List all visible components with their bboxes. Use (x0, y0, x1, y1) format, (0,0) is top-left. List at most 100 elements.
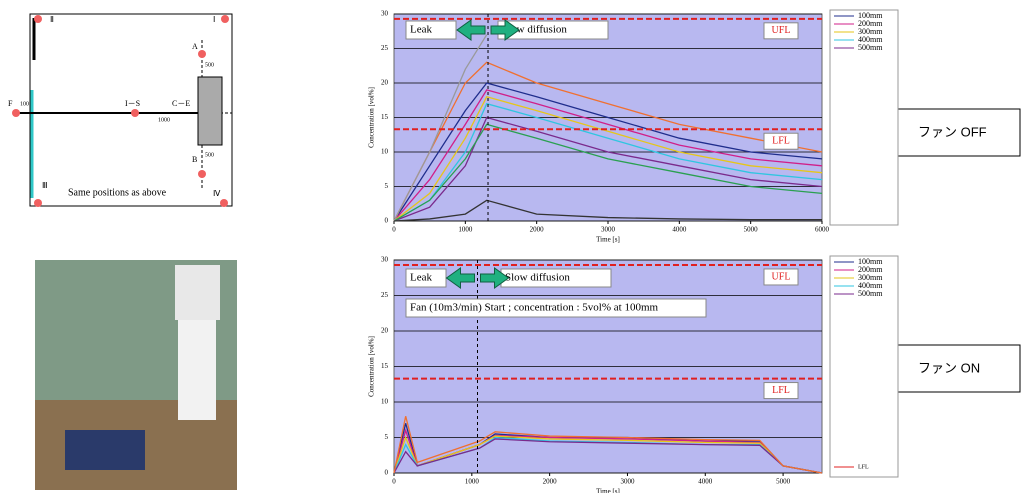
x-axis-label: Time [s] (596, 236, 620, 244)
diagram: Ⅱ Ⅰ A 500 F 100 I－S C－E 1000 B 500 Ⅲ Ⅳ S… (8, 13, 233, 207)
reference-label: UFL (772, 271, 791, 282)
equipment (65, 430, 145, 470)
label: Same positions as above (68, 187, 167, 198)
y-tick-label: 10 (381, 398, 389, 406)
legend-label: 100mm (858, 257, 883, 266)
series-line (393, 89, 823, 222)
annotation: Leak (410, 272, 432, 284)
label: A (192, 42, 198, 51)
x-tick-label: 1000 (465, 478, 480, 486)
series-line (393, 199, 822, 222)
device (197, 76, 223, 146)
y-tick-label: 5 (385, 433, 389, 441)
legend-label: 400mm (858, 281, 883, 290)
label: Ⅳ (213, 189, 221, 198)
reference-label-box (763, 382, 799, 400)
label: Ⅱ (50, 15, 54, 24)
legend-label: 300mm (858, 273, 883, 282)
reference-label: UFL (772, 25, 791, 36)
annotation: Leak (410, 24, 432, 36)
annotation-box (405, 298, 707, 318)
y-tick-label: 20 (381, 327, 389, 335)
legend-label: 200mm (858, 265, 883, 274)
x-tick-label: 6000 (815, 226, 830, 234)
side-label: ファン ON (918, 360, 980, 375)
series-line (393, 34, 488, 222)
reference-label-box (763, 132, 799, 150)
label: 100 (20, 101, 29, 107)
x-tick-label: 5000 (776, 478, 791, 486)
label: F (8, 99, 13, 108)
series-line (393, 435, 823, 474)
reference-label: LFL (772, 136, 790, 147)
label-box (892, 344, 1021, 393)
legend (829, 9, 899, 226)
x-tick-label: 0 (392, 478, 396, 486)
label: 500 (205, 62, 214, 68)
label: 1000 (158, 117, 170, 123)
y-tick-label: 15 (381, 113, 389, 121)
y-tick-label: 30 (381, 256, 389, 264)
side-label: ファン OFF (918, 124, 987, 139)
legend-label: LFL (858, 464, 869, 470)
reference-label-box (763, 268, 799, 286)
y-tick-label: 5 (385, 182, 389, 190)
legend-label: 200mm (858, 19, 883, 28)
series-line (393, 116, 823, 222)
y-tick-label: 25 (381, 44, 389, 52)
points (12, 15, 229, 207)
series-line (393, 416, 823, 474)
legend (829, 255, 899, 478)
y-axis-label: Concentration [vol%] (368, 87, 376, 148)
label-box (892, 108, 1021, 157)
x-tick-label: 1000 (458, 226, 473, 234)
reference-label: LFL (772, 385, 790, 396)
series-line (393, 438, 823, 474)
label: 500 (205, 152, 214, 158)
legend-label: 100mm (858, 11, 883, 20)
series-line (393, 96, 823, 222)
label: B (192, 155, 197, 164)
photo (35, 260, 237, 490)
fan-unit (178, 320, 216, 420)
legend-label: 500mm (858, 289, 883, 298)
arrow (456, 19, 486, 41)
series-line (393, 123, 823, 222)
annotation: Slow diffusion (502, 24, 567, 36)
series-line (393, 102, 823, 222)
x-tick-label: 4000 (698, 478, 713, 486)
series-line (393, 82, 823, 222)
legend-label: 300mm (858, 27, 883, 36)
annotation: Slow diffusion (505, 272, 570, 284)
y-tick-label: 0 (385, 217, 389, 225)
x-tick-label: 2000 (530, 226, 545, 234)
x-tick-label: 3000 (620, 478, 635, 486)
label: C－E (172, 99, 190, 108)
x-tick-label: 4000 (672, 226, 687, 234)
y-tick-label: 10 (381, 148, 389, 156)
y-tick-label: 20 (381, 79, 389, 87)
x-tick-label: 2000 (543, 478, 558, 486)
legend-label: 400mm (858, 35, 883, 44)
label: Ⅲ (42, 181, 48, 190)
fan-unit (175, 265, 220, 320)
y-tick-label: 30 (381, 10, 389, 18)
annotation-box (405, 20, 457, 40)
arrow (490, 19, 520, 41)
y-tick-label: 25 (381, 291, 389, 299)
label: Ⅰ (213, 15, 215, 24)
label: I－S (125, 99, 140, 108)
y-tick-label: 15 (381, 362, 389, 370)
legend-label: 500mm (858, 43, 883, 52)
x-tick-label: 0 (392, 226, 396, 234)
reference-label-box (763, 22, 799, 40)
annotation: Fan (10m3/min) Start ; concentration : 5… (410, 302, 659, 314)
arrow (445, 267, 475, 289)
y-tick-label: 0 (385, 469, 389, 477)
x-tick-label: 5000 (744, 226, 759, 234)
x-axis-label: Time [s] (596, 488, 620, 493)
arrow (479, 267, 510, 289)
x-tick-label: 3000 (601, 226, 616, 234)
